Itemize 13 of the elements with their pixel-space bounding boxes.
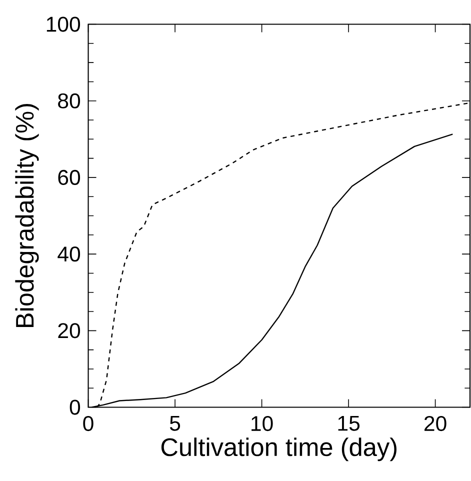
y-tick-label: 100: [46, 16, 80, 32]
x-tick-label: 15: [338, 416, 360, 431]
x-axis-title: Cultivation time (day): [161, 438, 396, 462]
y-tick-label: 80: [58, 93, 80, 108]
y-tick-label: 0: [70, 400, 80, 415]
y-tick-label: 20: [58, 323, 80, 338]
y-tick-label: 40: [58, 246, 80, 262]
y-axis-title: Biodegradability (%): [15, 104, 39, 328]
x-tick-label: 0: [83, 416, 94, 432]
y-tick-label: 60: [58, 170, 80, 186]
x-tick-label: 5: [170, 416, 180, 431]
x-tick-label: 20: [424, 416, 446, 432]
x-tick-label: 10: [252, 416, 273, 432]
